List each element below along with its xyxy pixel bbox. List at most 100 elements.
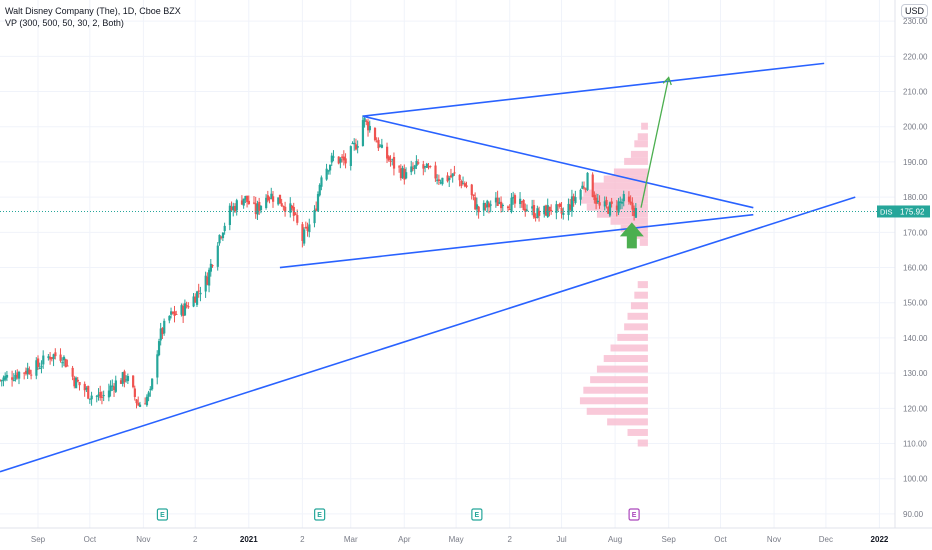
volume-profile-bar: [579, 196, 648, 204]
candle-body: [180, 305, 183, 315]
candle-body: [38, 367, 41, 369]
candle-body: [422, 164, 425, 169]
projection-arrow-line: [640, 77, 670, 208]
candle-body: [494, 197, 498, 203]
price-tick-label: 180.00: [903, 193, 928, 202]
candle-body: [531, 206, 534, 209]
candle-body: [399, 168, 403, 179]
time-tick-label: Sep: [31, 535, 46, 544]
candle-body: [270, 193, 273, 199]
price-tick-label: 160.00: [903, 264, 928, 273]
candle-body: [40, 366, 43, 368]
candle-body: [411, 168, 415, 170]
candle-body: [159, 328, 162, 341]
candle-body: [475, 204, 479, 210]
volume-profile-bar: [590, 376, 648, 384]
candle-body: [415, 160, 418, 167]
candle-body: [316, 194, 320, 211]
candle-body: [489, 204, 492, 206]
candle-body: [562, 212, 565, 215]
trendline-channel-top: [362, 62, 825, 117]
candle-body: [170, 311, 173, 315]
candle-body: [363, 118, 366, 122]
candle-body: [18, 371, 21, 379]
candle-body: [548, 206, 551, 212]
candle-body: [510, 197, 513, 212]
candle-body: [111, 385, 114, 387]
volume-profile-bar: [610, 344, 648, 352]
candle-body: [605, 199, 608, 205]
volume-profile-bar: [627, 428, 648, 436]
candle-body: [550, 209, 553, 211]
candle-body: [194, 296, 197, 303]
candle-body: [351, 143, 354, 145]
price-tick-label: 200.00: [903, 123, 928, 132]
event-badge: [156, 508, 169, 521]
earnings-event-marker[interactable]: E: [471, 508, 483, 521]
candle-body: [458, 174, 461, 181]
candle-body: [306, 226, 309, 231]
candle-body: [427, 166, 430, 168]
candle-body: [235, 200, 238, 211]
price-tick-label: 190.00: [903, 158, 928, 167]
time-tick-label: Nov: [136, 535, 150, 544]
price-tick-label: 220.00: [903, 52, 928, 61]
candle-body: [325, 168, 328, 180]
candle-body: [375, 141, 378, 143]
candle-body: [607, 206, 610, 214]
time-tick-label: Apr: [398, 535, 411, 544]
candle-body: [403, 168, 406, 180]
candle-body: [161, 328, 164, 335]
candle-body: [37, 358, 40, 367]
candle-body: [100, 396, 104, 398]
currency-badge[interactable]: USD: [900, 4, 928, 18]
candle-body: [610, 201, 613, 204]
candle-body: [560, 208, 563, 214]
candle-body: [555, 204, 558, 213]
volume-profile-bar: [607, 418, 648, 426]
candle-body: [608, 202, 612, 216]
time-tick-label: May: [449, 535, 464, 544]
candle-body: [574, 197, 577, 203]
candle-body: [361, 120, 365, 146]
volume-profile-bar: [603, 175, 648, 183]
volume-profile-bar: [639, 238, 648, 246]
candle-body: [75, 377, 78, 389]
candle-body: [185, 305, 188, 307]
candle-body: [451, 173, 454, 177]
candle-body: [391, 159, 394, 161]
earnings-event-marker[interactable]: E: [314, 508, 326, 521]
candle-body: [344, 158, 347, 164]
candle-body: [137, 402, 140, 406]
candle-body: [216, 245, 219, 267]
earnings-event-marker[interactable]: E: [156, 508, 169, 521]
candle-body: [168, 316, 171, 321]
candle-body: [570, 196, 574, 212]
candle-body: [232, 206, 235, 211]
candle-body: [145, 396, 149, 406]
candle-body: [47, 356, 50, 359]
candle-body: [107, 390, 111, 398]
candle-body: [265, 197, 268, 209]
candle-body: [425, 163, 428, 168]
candle-body: [88, 398, 92, 400]
candle-body: [380, 144, 384, 148]
candle-body: [341, 156, 344, 158]
volume-profile-bar: [637, 439, 648, 447]
candle-body: [569, 204, 572, 210]
indicator-label[interactable]: VP (300, 500, 50, 30, 2, Both): [5, 18, 124, 28]
candle-body: [156, 354, 159, 378]
candle-body: [228, 205, 231, 226]
candle-body: [113, 386, 116, 390]
candle-body: [4, 375, 7, 380]
candle-body: [199, 292, 202, 295]
event-badge: [628, 508, 640, 521]
projection-arrow-head: [662, 76, 672, 86]
candle-body: [354, 144, 358, 150]
candle-body: [90, 395, 93, 400]
dividend-event-marker[interactable]: E: [628, 508, 640, 521]
candle-body: [11, 377, 14, 380]
candle-body: [622, 194, 625, 202]
candle-body: [439, 182, 442, 184]
